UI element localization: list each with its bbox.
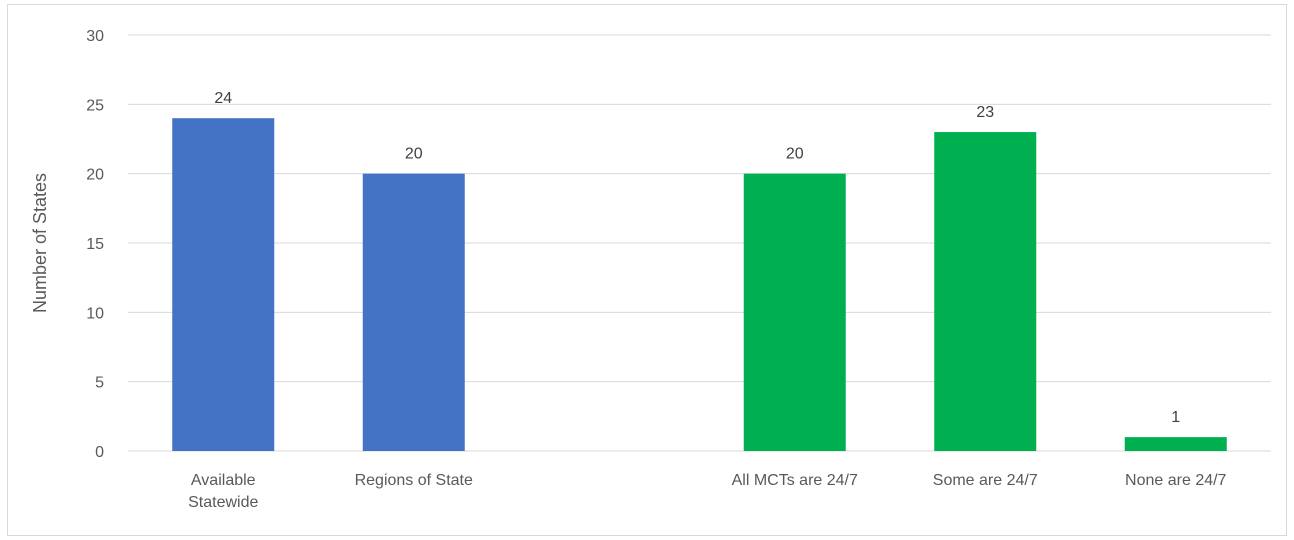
data-labels: 24 20 20 23 1 [214, 90, 1180, 426]
data-label: 20 [786, 146, 804, 163]
y-tick-label: 20 [86, 167, 104, 184]
data-label: 24 [214, 90, 232, 107]
y-tick-label: 5 [95, 375, 104, 392]
x-category-label: Statewide [188, 494, 258, 511]
bar [362, 173, 465, 451]
bar [1124, 437, 1227, 451]
y-tick-labels: 0 5 10 15 20 25 30 [86, 28, 104, 461]
y-axis-label: Number of States [30, 173, 50, 313]
data-label: 20 [405, 146, 423, 163]
bar [934, 132, 1037, 452]
x-category-labels: Available Statewide Regions of State All MC… [188, 472, 1226, 511]
y-tick-label: 0 [95, 444, 104, 461]
bars [172, 118, 1227, 452]
bar [743, 173, 846, 451]
y-tick-label: 15 [86, 236, 104, 253]
x-category-label: None are 24/7 [1125, 472, 1227, 489]
gridlines [128, 34, 1271, 452]
data-label: 1 [1171, 409, 1180, 426]
data-label: 23 [976, 104, 994, 121]
x-category-label: Some are 24/7 [933, 472, 1038, 489]
y-tick-label: 10 [86, 305, 104, 322]
y-tick-label: 30 [86, 28, 104, 45]
y-tick-label: 25 [86, 97, 104, 114]
x-category-label: All MCTs are 24/7 [732, 472, 858, 489]
bar [172, 118, 275, 451]
x-category-label: Available [191, 472, 256, 489]
x-category-label: Regions of State [355, 472, 473, 489]
